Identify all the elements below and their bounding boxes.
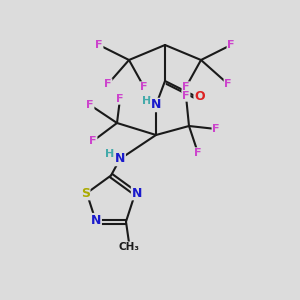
Text: F: F	[182, 91, 190, 101]
Text: F: F	[227, 40, 235, 50]
Text: H: H	[105, 149, 114, 160]
Text: F: F	[140, 82, 148, 92]
Text: F: F	[224, 79, 232, 89]
Text: F: F	[86, 100, 94, 110]
Text: F: F	[182, 82, 190, 92]
Text: F: F	[89, 136, 97, 146]
Text: F: F	[116, 94, 124, 104]
Text: F: F	[104, 79, 112, 89]
Text: N: N	[132, 187, 142, 200]
Text: F: F	[194, 148, 202, 158]
Text: H: H	[142, 95, 152, 106]
Text: N: N	[115, 152, 125, 166]
Text: N: N	[91, 214, 101, 226]
Text: F: F	[95, 40, 103, 50]
Text: O: O	[194, 89, 205, 103]
Text: N: N	[151, 98, 161, 112]
Text: F: F	[212, 124, 220, 134]
Text: CH₃: CH₃	[118, 242, 140, 252]
Text: S: S	[81, 187, 90, 200]
